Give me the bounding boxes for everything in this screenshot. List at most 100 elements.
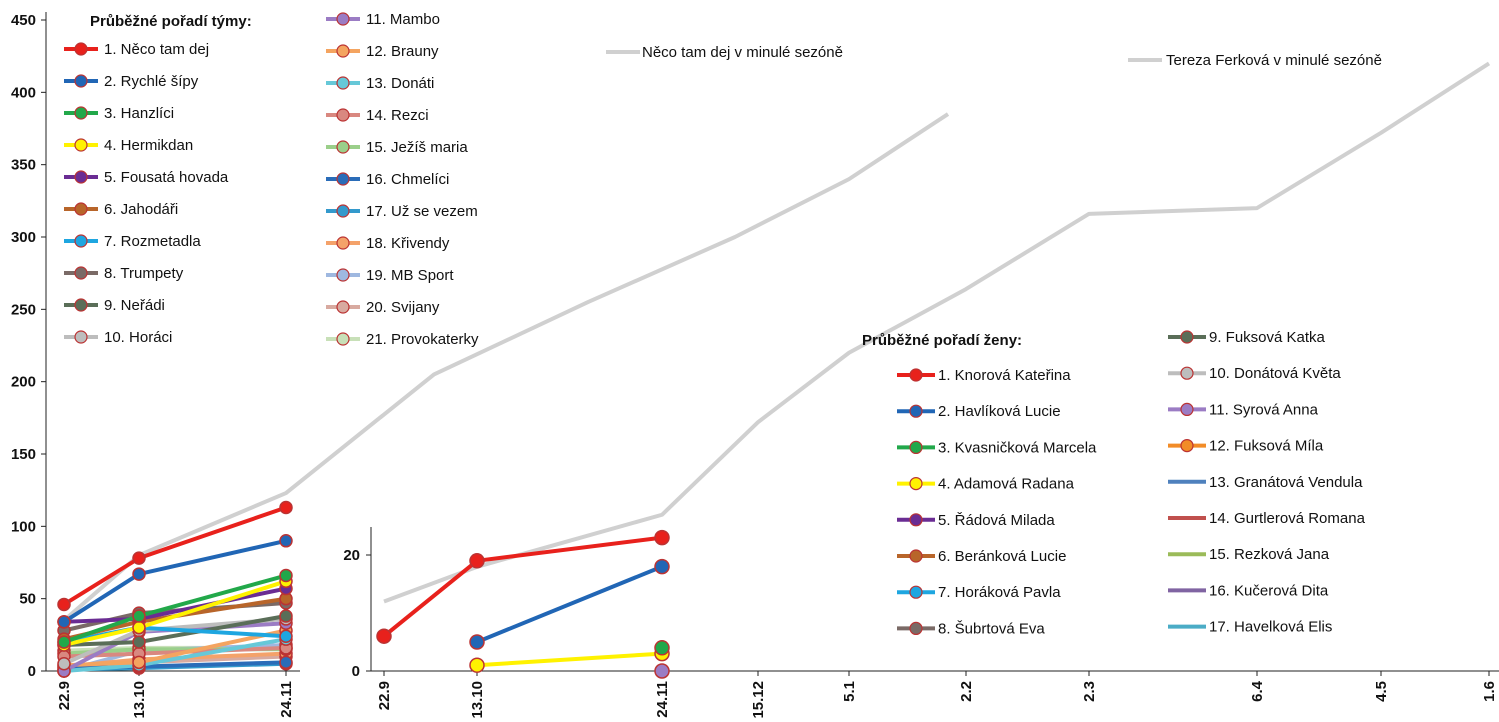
- teams-legend-label: 4. Hermikdan: [104, 137, 193, 154]
- teams-legend-marker: [74, 74, 88, 88]
- teams-legend-marker: [336, 172, 350, 186]
- teams-legend-marker: [74, 106, 88, 120]
- team-point-3-hanzl-ci: [57, 635, 71, 649]
- team-point-12-brauny: [132, 655, 146, 670]
- left-y-tick-label: 100: [11, 518, 36, 535]
- previous-season-line-tereza-ferkov-v-minul-sez-n: [383, 61, 1491, 604]
- left-y-tick-label: 200: [11, 374, 36, 391]
- women-legend-label: 10. Donátová Květa: [1209, 365, 1341, 382]
- teams-legend-label: 16. Chmelíci: [366, 171, 449, 188]
- teams-legend-label: 8. Trumpety: [104, 265, 184, 282]
- women-legend-label: 7. Horáková Pavla: [938, 584, 1061, 601]
- women-legend-label: 3. Kvasničková Marcela: [938, 439, 1097, 456]
- teams-legend-marker: [74, 298, 88, 312]
- women-series-layer: [376, 529, 670, 679]
- right-y-tick-label: 20: [343, 547, 360, 564]
- team-point-10-hor-ci: [57, 657, 71, 671]
- teams-legend-label: 13. Donáti: [366, 75, 434, 92]
- women-legend-marker: [909, 477, 923, 491]
- teams-legend-label: 1. Něco tam dej: [104, 41, 209, 58]
- left-x-tick-label: 13.10: [131, 681, 148, 719]
- women-legend-label: 2. Havlíková Lucie: [938, 403, 1061, 420]
- teams-legend-marker: [336, 108, 350, 122]
- teams-legend-marker: [74, 170, 88, 184]
- women-line-2-havl-kov-lucie: [476, 564, 663, 644]
- teams-legend-label: 6. Jahodáři: [104, 201, 178, 218]
- teams-legend-marker: [336, 44, 350, 58]
- women-legend-label: 14. Gurtlerová Romana: [1209, 510, 1366, 527]
- teams-legend-marker: [336, 236, 350, 250]
- team-point-9-ne-di: [279, 609, 293, 623]
- teams-legend-label: 2. Rychlé šípy: [104, 73, 199, 90]
- women-legend-marker: [909, 404, 923, 418]
- team-point-1-n-co-tam-dej: [57, 597, 71, 612]
- team-point-3-hanzl-ci: [132, 609, 146, 623]
- teams-legend-label: 10. Horáci: [104, 329, 172, 346]
- women-legend-marker: [909, 621, 923, 636]
- previous-season-label: Tereza Ferková v minulé sezóně: [1166, 52, 1382, 69]
- right-x-tick-label: 2.2: [958, 681, 975, 702]
- left-y-tick-label: 50: [19, 591, 36, 608]
- women-legend-label: 16. Kučerová Dita: [1209, 582, 1329, 599]
- right-y-tick-label: 0: [352, 663, 360, 680]
- teams-legend: Průběžné pořadí týmy: 1. Něco tam dej 2. R…: [64, 11, 479, 348]
- teams-legend-title: Průběžné pořadí týmy:: [90, 13, 252, 30]
- teams-legend-label: 7. Rozmetadla: [104, 233, 201, 250]
- teams-legend-marker: [336, 12, 350, 26]
- teams-legend-label: 9. Neřádi: [104, 297, 165, 314]
- teams-legend-marker: [336, 300, 350, 314]
- previous-season-line-n-co-tam-dej-v-minul-sez-n: [62, 112, 950, 622]
- left-y-tick-label: 450: [11, 12, 36, 29]
- women-legend-label: 6. Beránková Lucie: [938, 548, 1066, 565]
- women-legend-label: 11. Syrová Anna: [1209, 401, 1319, 418]
- teams-legend-marker: [336, 140, 350, 154]
- left-y-tick-label: 0: [28, 663, 36, 680]
- right-x-tick-label: 2.3: [1081, 681, 1098, 702]
- right-x-tick-label: 24.11: [654, 681, 671, 718]
- women-point-1-knorov-kate-ina: [469, 553, 485, 569]
- women-legend-label: 13. Granátová Vendula: [1209, 474, 1363, 491]
- teams-legend-marker: [336, 332, 350, 346]
- left-y-tick-label: 400: [11, 84, 36, 101]
- team-point-7-rozmetadla: [279, 629, 293, 644]
- women-legend-marker: [909, 368, 923, 382]
- women-line-4-adamov-radana: [476, 651, 663, 668]
- team-point-2-rychl-py: [132, 567, 146, 581]
- left-y-tick-label: 150: [11, 446, 36, 463]
- teams-legend-label: 21. Provokaterky: [366, 331, 479, 348]
- right-x-tick-label: 5.1: [841, 681, 858, 702]
- women-legend-marker: [1180, 330, 1194, 344]
- left-x-tick-label: 22.9: [56, 681, 73, 710]
- right-x-tick-label: 6.4: [1249, 680, 1266, 702]
- teams-legend-marker: [336, 268, 350, 282]
- women-legend-marker: [1180, 402, 1194, 416]
- women-point-3-kvasni-kov-marcela: [654, 640, 670, 656]
- teams-legend-label: 14. Rezci: [366, 107, 429, 124]
- team-point-2-rychl-py: [57, 615, 71, 629]
- team-point-3-hanzl-ci: [279, 568, 293, 583]
- women-legend-label: 1. Knorová Kateřina: [938, 367, 1071, 384]
- team-point-9-ne-di: [132, 635, 146, 649]
- women-point-2-havl-kov-lucie: [469, 634, 485, 650]
- teams-legend-label: 3. Hanzlíci: [104, 105, 174, 122]
- teams-legend-label: 12. Brauny: [366, 43, 439, 60]
- teams-legend-label: 5. Fousatá hovada: [104, 169, 229, 186]
- teams-legend-marker: [74, 234, 88, 248]
- women-legend-label: 8. Šubrtová Eva: [938, 620, 1045, 637]
- left-y-tick-label: 250: [11, 301, 36, 318]
- teams-legend-label: 18. Křivendy: [366, 235, 450, 252]
- right-x-tick-label: 4.5: [1373, 681, 1390, 702]
- left-y-tick-label: 300: [11, 229, 36, 246]
- team-point-1-n-co-tam-dej: [132, 551, 146, 565]
- teams-legend-marker: [336, 76, 350, 90]
- teams-legend-label: 20. Svijany: [366, 299, 440, 316]
- team-point-2-rychl-py: [279, 534, 293, 548]
- women-legend-title: Průběžné pořadí ženy:: [862, 332, 1022, 349]
- women-point-2-havl-kov-lucie: [654, 558, 670, 575]
- teams-series-layer: [57, 500, 293, 678]
- women-legend-label: 17. Havelková Elis: [1209, 619, 1332, 636]
- teams-legend-marker: [74, 42, 88, 56]
- teams-legend-label: 15. Ježíš maria: [366, 139, 468, 156]
